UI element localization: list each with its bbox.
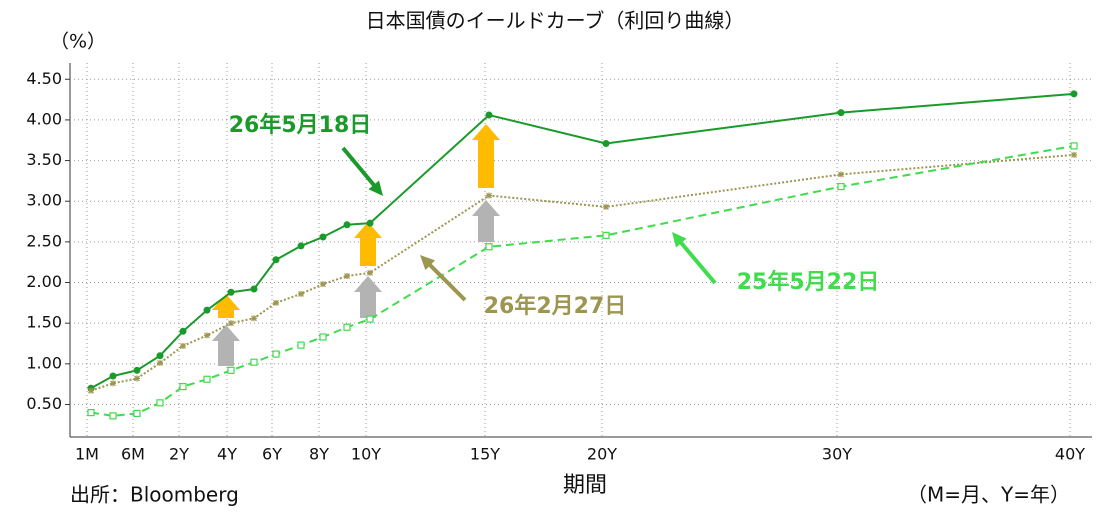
marker: [602, 231, 610, 239]
marker: [250, 285, 258, 293]
y-tick-label: 3.00: [26, 191, 62, 210]
x-tick-label: 20Y: [587, 445, 617, 464]
marker: [203, 306, 211, 314]
legend-label: 25年5月22日: [737, 269, 880, 295]
marker: [227, 288, 235, 296]
marker: [133, 409, 141, 418]
marker: [109, 412, 117, 420]
marker: [343, 221, 351, 229]
gray-arrow: [472, 200, 500, 242]
x-tick-label: 30Y: [822, 445, 852, 464]
marker: [602, 139, 610, 147]
marker: [319, 333, 327, 341]
x-tick-label: 8Y: [309, 445, 329, 464]
marker: [227, 366, 235, 374]
marker: [367, 269, 373, 276]
marker: [1070, 90, 1078, 98]
x-tick-label: 40Y: [1055, 445, 1085, 464]
note: （M=月、Y=年）: [907, 483, 1070, 507]
marker: [297, 341, 305, 349]
marker: [250, 358, 258, 366]
pointer-arrow: [679, 241, 717, 285]
pointer-head: [368, 180, 383, 196]
marker: [320, 281, 326, 288]
marker: [298, 290, 304, 297]
marker: [1070, 142, 1078, 150]
series-line: [90, 153, 1075, 392]
pointer-arrow: [341, 146, 376, 187]
x-tick-label: 15Y: [470, 445, 500, 464]
orange-arrow: [472, 124, 500, 188]
y-tick-label: 1.00: [26, 353, 62, 372]
marker: [272, 350, 280, 358]
y-unit: （%）: [50, 31, 106, 53]
source: 出所：Bloomberg: [70, 483, 239, 507]
y-tick-label: 4.00: [26, 109, 62, 128]
marker: [87, 409, 95, 417]
x-tick-label: 6Y: [262, 445, 282, 464]
x-tick-label: 6M: [121, 445, 145, 464]
pointer-head: [420, 255, 436, 271]
legend-label: 26年2月27日: [484, 293, 627, 319]
marker: [88, 387, 94, 394]
marker: [1071, 151, 1077, 158]
gray-arrow: [354, 276, 382, 318]
pointer-head: [672, 232, 687, 248]
marker: [837, 109, 845, 117]
marker: [133, 366, 141, 374]
marker: [366, 315, 374, 323]
legend-label: 26年5月18日: [229, 112, 372, 138]
series-line: [90, 144, 1075, 417]
x-tick-label: 1M: [75, 445, 99, 464]
series-line: [90, 92, 1075, 390]
marker: [228, 320, 234, 327]
marker: [485, 243, 493, 251]
y-tick-label: 3.50: [26, 150, 62, 169]
marker: [179, 382, 187, 391]
marker: [297, 242, 305, 250]
marker: [204, 332, 210, 339]
pointer-arrow: [428, 263, 467, 302]
marker: [179, 327, 187, 335]
marker: [366, 219, 374, 227]
marker: [203, 375, 211, 383]
marker: [273, 299, 279, 306]
marker: [157, 360, 163, 367]
marker: [156, 352, 164, 360]
y-tick-label: 4.50: [26, 69, 62, 88]
marker: [838, 171, 844, 178]
marker: [109, 372, 117, 380]
marker: [319, 233, 327, 241]
x-tick-label: 10Y: [351, 445, 381, 464]
y-tick-label: 2.00: [26, 272, 62, 291]
chart-title: 日本国債のイールドカーブ（利回り曲線）: [366, 9, 745, 33]
x-tick-label: 4Y: [217, 445, 237, 464]
gray-arrow: [212, 325, 240, 366]
x-axis-label: 期間: [563, 473, 607, 498]
marker: [485, 111, 493, 119]
y-tick-label: 2.50: [26, 231, 62, 250]
x-tick-label: 2Y: [169, 445, 189, 464]
marker: [110, 380, 116, 387]
marker: [251, 315, 257, 322]
y-tick-label: 0.50: [26, 394, 62, 413]
orange-arrow: [354, 222, 382, 266]
marker: [156, 399, 164, 407]
marker: [343, 323, 351, 331]
marker: [837, 182, 845, 191]
marker: [134, 375, 140, 382]
marker: [486, 192, 492, 199]
y-tick-label: 1.50: [26, 313, 62, 332]
marker: [344, 273, 350, 280]
orange-arrow: [212, 294, 240, 318]
marker: [180, 342, 186, 349]
marker: [603, 203, 609, 210]
marker: [272, 256, 280, 264]
